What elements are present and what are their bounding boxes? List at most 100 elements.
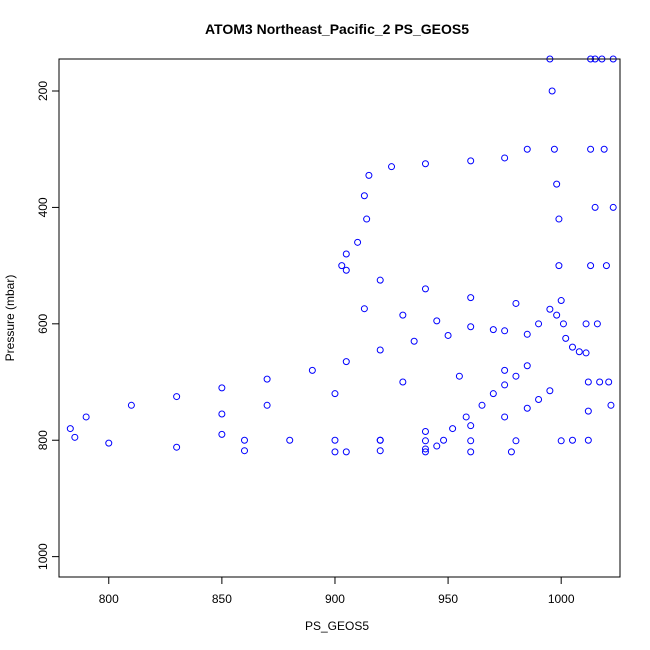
data-point [501,413,509,421]
data-point [609,203,617,211]
data-point [553,311,561,319]
data-point [568,436,576,444]
y-tick-label: 200 [36,81,50,101]
data-point [410,337,418,345]
data-point [467,157,475,165]
data-point [360,305,368,313]
x-axis-label: PS_GEOS5 [305,619,369,633]
data-point [512,437,520,445]
data-point [342,250,350,258]
data-point [421,445,429,453]
data-point [71,433,79,441]
x-axis: 800 850 900 950 1000 [99,577,575,606]
chart-title: ATOM3 Northeast_Pacific_2 PS_GEOS5 [205,21,469,37]
x-tick-label: 800 [99,592,119,606]
data-point [512,299,520,307]
data-point [501,366,509,374]
data-point [489,326,497,334]
data-point [376,436,384,444]
data-point [602,262,610,270]
data-point [467,448,475,456]
data-point [605,378,613,386]
data-point [489,390,497,398]
data-point [440,436,448,444]
data-point [557,297,565,305]
data-point [105,439,113,447]
y-axis: 200 400 600 800 1000 [36,81,59,570]
data-point [546,387,554,395]
data-point [66,425,74,433]
data-point [584,378,592,386]
data-point [575,348,583,356]
data-point [462,413,470,421]
data-point [331,390,339,398]
data-point [218,430,226,438]
data-point [535,320,543,328]
data-point [582,349,590,357]
data-point [455,372,463,380]
data-point [587,145,595,153]
data-point [553,180,561,188]
data-point [555,215,563,223]
data-point [600,145,608,153]
data-point [342,448,350,456]
data-point [173,443,181,451]
data-point [523,330,531,338]
data-point [562,334,570,342]
data-point [421,448,429,456]
data-point [501,381,509,389]
data-point [582,320,590,328]
data-point [535,395,543,403]
data-point [607,401,615,409]
data-point [376,346,384,354]
y-tick-label: 400 [36,197,50,217]
data-point [218,384,226,392]
data-point [399,378,407,386]
y-tick-label: 1000 [36,543,50,570]
data-point [550,145,558,153]
y-axis-label: Pressure (mbar) [3,275,17,362]
data-point [593,320,601,328]
data-point [354,238,362,246]
data-point [399,311,407,319]
x-tick-label: 900 [325,592,345,606]
x-tick-label: 1000 [548,592,575,606]
data-point [388,163,396,171]
data-point [478,401,486,409]
data-point [338,262,346,270]
data-point [263,401,271,409]
data-point [421,427,429,435]
data-point [555,262,563,270]
data-point [557,437,565,445]
data-point [376,276,384,284]
data-point [507,448,515,456]
x-tick-label: 950 [438,592,458,606]
data-point [376,447,384,455]
y-tick-label: 600 [36,313,50,333]
data-point [240,447,248,455]
data-point [523,362,531,370]
data-point [421,285,429,293]
data-point [591,203,599,211]
data-point [584,436,592,444]
data-point [584,407,592,415]
data-point [360,192,368,200]
data-point [286,436,294,444]
data-point [433,442,441,450]
data-point [331,448,339,456]
y-tick-label: 800 [36,430,50,450]
data-point [596,378,604,386]
x-tick-label: 850 [212,592,232,606]
data-point [363,215,371,223]
data-point [559,320,567,328]
data-point [240,436,248,444]
data-point [127,401,135,409]
data-point [444,331,452,339]
data-point [501,154,509,162]
data-point [263,375,271,383]
data-point [523,404,531,412]
data-point [523,145,531,153]
data-point [342,358,350,366]
